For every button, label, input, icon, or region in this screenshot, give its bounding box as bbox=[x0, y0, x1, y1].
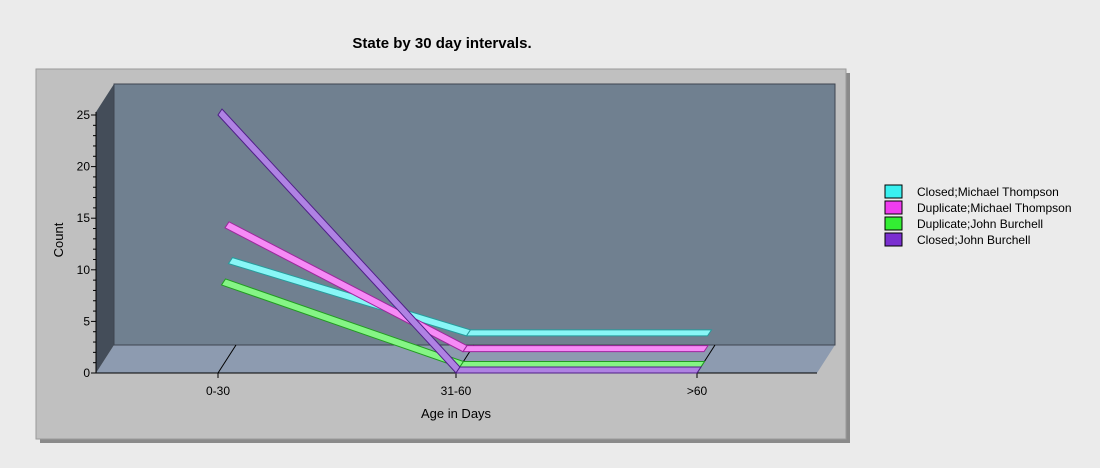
legend-item: Duplicate;John Burchell bbox=[885, 217, 1043, 231]
legend-label: Duplicate;John Burchell bbox=[917, 217, 1043, 231]
legend-swatch bbox=[885, 233, 902, 246]
y-axis-label: Count bbox=[51, 222, 66, 257]
y-tick-label: 15 bbox=[77, 211, 91, 225]
legend: Closed;Michael Thompson Duplicate;Michael… bbox=[885, 185, 1072, 247]
plot-side-wall bbox=[96, 84, 114, 373]
x-tick-label: 31-60 bbox=[441, 384, 472, 398]
legend-swatch bbox=[885, 185, 902, 198]
series-segment bbox=[467, 330, 712, 336]
y-tick-label: 10 bbox=[77, 263, 91, 277]
series-segment bbox=[456, 367, 701, 373]
x-tick-label: >60 bbox=[687, 384, 708, 398]
legend-item: Closed;Michael Thompson bbox=[885, 185, 1059, 199]
plot-back-wall bbox=[114, 84, 835, 345]
legend-swatch bbox=[885, 201, 902, 214]
chart-title: State by 30 day intervals. bbox=[352, 35, 531, 52]
legend-label: Duplicate;Michael Thompson bbox=[917, 201, 1072, 215]
legend-swatch bbox=[885, 217, 902, 230]
legend-label: Closed;Michael Thompson bbox=[917, 185, 1059, 199]
y-tick-label: 20 bbox=[77, 160, 91, 174]
legend-item: Closed;John Burchell bbox=[885, 233, 1030, 247]
y-tick-label: 0 bbox=[83, 366, 90, 380]
x-tick-label: 0-30 bbox=[206, 384, 230, 398]
series-segment bbox=[463, 346, 708, 352]
legend-item: Duplicate;Michael Thompson bbox=[885, 201, 1072, 215]
x-axis-label: Age in Days bbox=[421, 406, 492, 421]
y-tick-label: 5 bbox=[83, 314, 90, 328]
legend-label: Closed;John Burchell bbox=[917, 233, 1030, 247]
y-tick-label: 25 bbox=[77, 108, 91, 122]
